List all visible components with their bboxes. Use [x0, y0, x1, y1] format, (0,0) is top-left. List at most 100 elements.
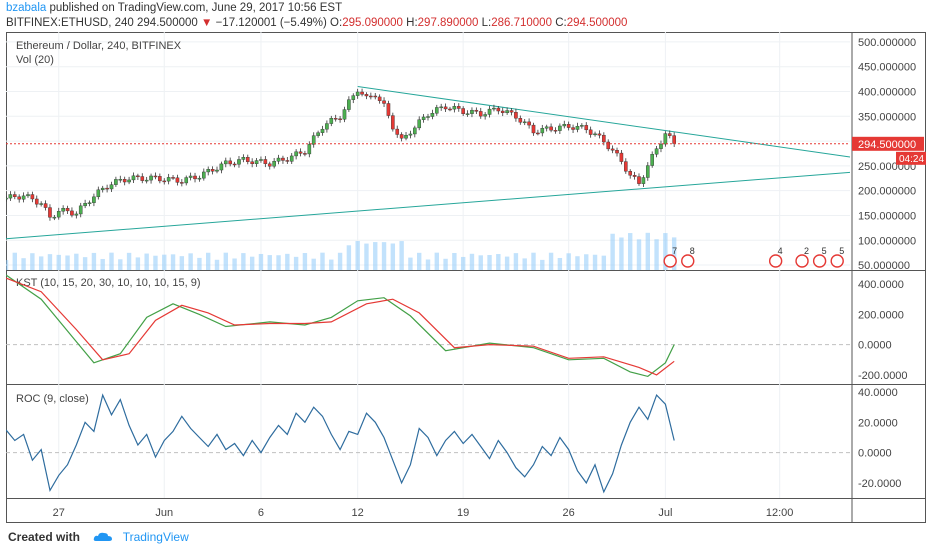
kst-signal-line [6, 277, 675, 376]
candle-body [281, 157, 285, 161]
close-value: 294.500000 [566, 17, 628, 29]
candle-body [377, 96, 382, 101]
candle-body [289, 155, 294, 162]
volume-bar [38, 256, 44, 270]
candle-body [250, 161, 254, 165]
tradingview-brand[interactable]: TradingView [122, 530, 189, 544]
candle-body [522, 121, 527, 124]
candle-body [30, 194, 35, 200]
high-value: 297.890000 [417, 17, 479, 29]
candle-body [162, 180, 167, 183]
candle-body [202, 171, 206, 179]
candle-body [518, 118, 523, 123]
tradingview-cloud-icon [94, 532, 113, 541]
kst-title: KST (10, 15, 20, 30, 10, 10, 10, 15, 9) [16, 277, 200, 289]
volume-bar [162, 254, 167, 270]
close-label: C: [555, 17, 567, 29]
candle-body [505, 110, 509, 114]
candle-body [338, 118, 342, 121]
publish-line: bzabala published on TradingView.com, Ju… [6, 2, 342, 14]
candle-body [166, 177, 171, 182]
countdown-tag [896, 151, 926, 165]
candle-body [364, 94, 369, 97]
time-tick-label: 6 [258, 507, 264, 519]
candle-body [228, 160, 232, 165]
chart-svg[interactable]: 500.000000450.000000400.000000350.000000… [6, 32, 926, 523]
down-arrow-icon: ▼ [200, 17, 213, 29]
kst-tick-label: 0.0000 [858, 340, 892, 352]
last-price-tag [852, 136, 924, 151]
candle-body [171, 177, 175, 179]
candle-body [17, 196, 21, 200]
time-tick-label: 19 [457, 507, 469, 519]
price-change: −17.120001 (−5.49%) [215, 17, 327, 29]
candle-body [624, 161, 628, 172]
open-value: 295.090000 [342, 17, 403, 29]
volume-bar [65, 255, 70, 270]
volume-bar [144, 253, 149, 270]
candle-body [347, 99, 351, 110]
candle-body [96, 189, 101, 198]
candle-body [527, 121, 531, 126]
volume-bar [170, 254, 176, 270]
chart-border [6, 32, 926, 523]
volume-bar [197, 257, 202, 270]
volume-bar [619, 237, 624, 270]
candle-body [26, 194, 30, 197]
candle-body [118, 179, 123, 181]
candle-body [6, 197, 8, 200]
candle-body [645, 165, 650, 178]
candle-body [461, 108, 465, 115]
candle-body [632, 175, 637, 177]
kst-line [6, 274, 675, 378]
candle-body [478, 111, 483, 117]
price-tick-label: 400.000000 [858, 87, 916, 99]
volume-bar [671, 237, 677, 270]
volume-bar [381, 242, 387, 270]
candle-body [509, 110, 514, 113]
candle-body [588, 129, 593, 135]
volume-bar [56, 254, 61, 270]
candle-body [232, 163, 237, 166]
price-tick-label: 50.000000 [858, 260, 910, 272]
price-tick-label: 450.000000 [858, 62, 916, 74]
candle-body [245, 157, 250, 162]
candle-body [210, 169, 215, 172]
candle-body [606, 141, 611, 150]
roc-tick-label: -20.0000 [858, 478, 901, 490]
candle-body [272, 161, 276, 167]
volume-bar [417, 252, 422, 270]
candle-body [127, 179, 131, 183]
candle-body [483, 114, 487, 117]
candle-body [254, 160, 259, 165]
volume-bar [179, 256, 185, 270]
volume-bar [30, 253, 35, 270]
candle-body [413, 127, 417, 135]
candle-body [404, 134, 408, 139]
volume-bar [531, 252, 536, 270]
high-label: H: [406, 17, 418, 29]
time-tick-label: 26 [563, 507, 575, 519]
candle-body [487, 108, 492, 115]
upper-trendline [357, 86, 851, 158]
volume-bar [390, 243, 396, 270]
candle-body [34, 198, 39, 205]
candle-body [355, 91, 360, 96]
volume-bar [188, 253, 193, 270]
time-tick-label: 12 [352, 507, 364, 519]
candle-body [663, 133, 668, 145]
candle-body [540, 128, 545, 134]
volume-bar [663, 233, 668, 270]
volume-bar [346, 245, 352, 270]
chart-frame[interactable]: 500.000000 450.000000 400.000000 350.000000… [6, 32, 926, 523]
author-name[interactable]: bzabala [6, 2, 47, 14]
volume-bar [654, 239, 659, 270]
volume-bar [364, 243, 369, 270]
volume-bar [223, 252, 228, 270]
candle-body [641, 177, 646, 184]
candle-body [61, 208, 65, 212]
volume-bar [601, 255, 607, 270]
candle-body [48, 207, 52, 218]
candle-body [637, 176, 641, 184]
candle-body [659, 143, 663, 149]
